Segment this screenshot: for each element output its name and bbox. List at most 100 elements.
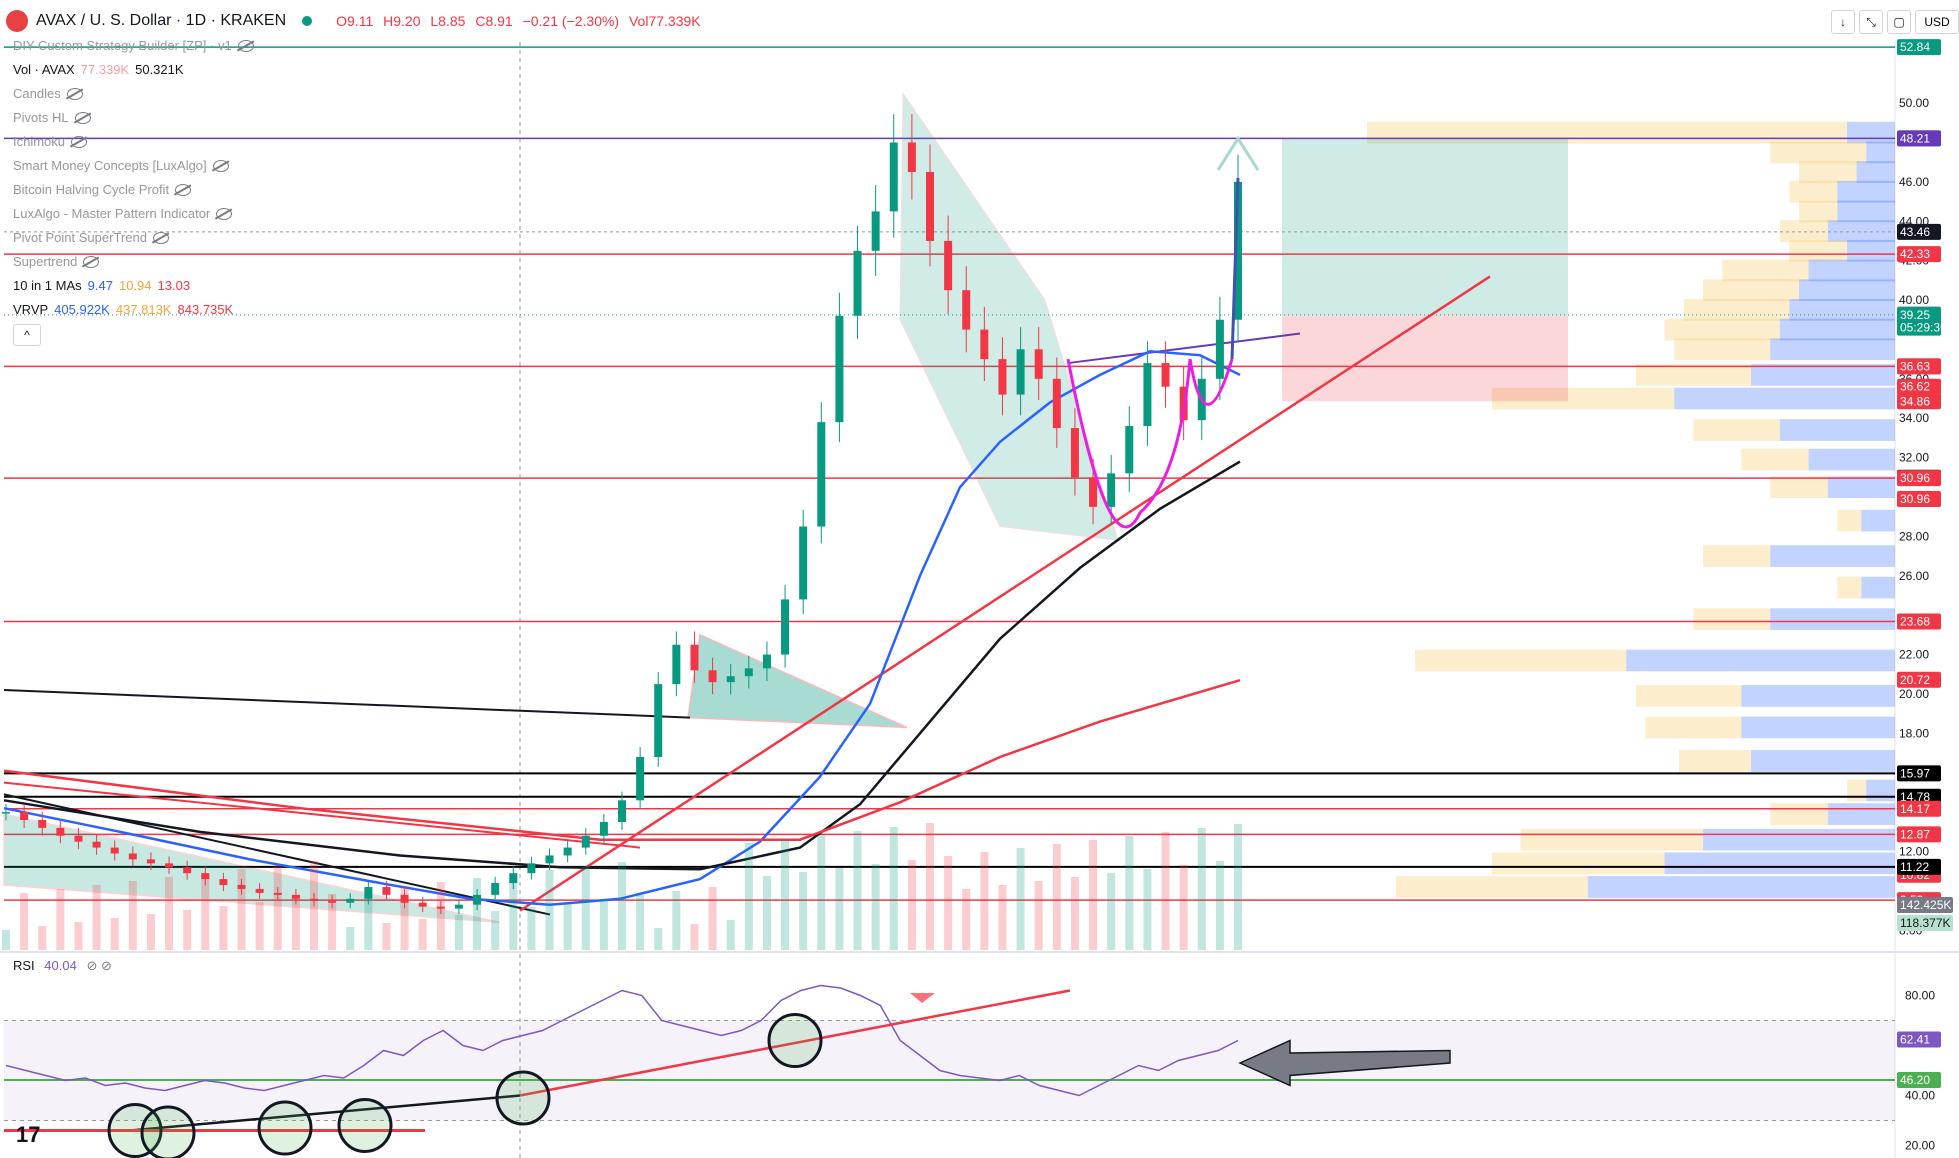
hidden-eye-icon[interactable]	[216, 207, 233, 220]
volume-bar	[545, 870, 554, 950]
candle-body	[690, 644, 699, 671]
indicator-item[interactable]: Ichimoku	[13, 134, 88, 149]
collapse-legend-button[interactable]: ^	[13, 324, 41, 346]
level-badge	[1897, 130, 1941, 147]
volume-profile-bar	[1683, 299, 1790, 321]
target-arrowhead	[1216, 135, 1260, 171]
volume-profile-bar	[1635, 364, 1751, 386]
volume-badge	[1897, 897, 1953, 913]
volume-bar	[636, 895, 645, 950]
price-tick-label: 26.00	[1899, 569, 1929, 583]
symbol-title[interactable]: AVAX / U. S. Dollar · 1D · KRAKEN	[36, 12, 287, 29]
volume-profile-bar	[1827, 220, 1895, 242]
rsi-highlight-circle	[140, 1105, 196, 1158]
volume-profile-bar	[1779, 220, 1828, 242]
price-badge	[1897, 490, 1941, 507]
volume-profile-bar	[1770, 608, 1895, 630]
volume-profile-bar	[1770, 338, 1895, 361]
candle-body	[545, 855, 554, 864]
volume-profile-bar	[1741, 448, 1809, 471]
volume-bar	[1234, 824, 1242, 950]
candle-body	[1089, 477, 1098, 507]
currency-select[interactable]: USD	[1915, 10, 1959, 34]
indicator-item[interactable]: VRVP 405.922K 437.813K 843.735K	[13, 302, 233, 317]
ohlc-readout: O9.11 H9.20 L8.85 C8.91 −0.21 (−2.30%) V…	[336, 13, 706, 29]
candle-body	[853, 250, 862, 316]
volume-profile-bar	[1789, 239, 1847, 262]
volume-bar	[237, 869, 246, 950]
indicator-item[interactable]: Candles	[13, 86, 83, 101]
hidden-eye-icon[interactable]	[237, 39, 254, 52]
volume-bar	[563, 903, 572, 950]
maximize-icon[interactable]: ▢	[1887, 10, 1911, 34]
candle-body	[74, 835, 83, 842]
chart-header: AVAX / U. S. Dollar · 1D · KRAKEN O9.11 …	[0, 0, 1959, 42]
volume-profile-bar	[1693, 608, 1771, 630]
level-badge	[1897, 788, 1941, 805]
indicator-value: 10.94	[118, 278, 152, 293]
candle-body	[1161, 363, 1170, 387]
volume-ma-badge-label: 118.377K	[1900, 916, 1951, 930]
volume-bar	[654, 928, 663, 950]
price-badge-label: 20.72	[1900, 673, 1930, 687]
volume-bar	[128, 881, 137, 950]
level-badge	[1897, 246, 1941, 263]
volume-profile-bar	[1674, 338, 1771, 361]
volume-profile-bar	[1779, 318, 1895, 341]
indicator-item[interactable]: Supertrend	[13, 254, 100, 269]
hidden-eye-icon[interactable]	[66, 87, 83, 100]
hidden-eye-icon[interactable]	[83, 255, 100, 268]
volume-profile-bar	[1861, 509, 1895, 532]
hidden-eye-icon[interactable]	[212, 159, 229, 172]
rsi-band	[4, 1020, 1895, 1121]
volume-bar	[382, 923, 391, 950]
candle-body	[907, 142, 916, 173]
hidden-eye-icon[interactable]	[175, 183, 192, 196]
indicator-item[interactable]: Bitcoin Halving Cycle Profit	[13, 182, 192, 197]
indicator-value: 77.339K	[80, 62, 130, 77]
rsi-trend-line	[129, 1094, 521, 1132]
volume-bar	[1107, 873, 1116, 950]
candle-body	[509, 873, 518, 884]
level-badge-label: 14.78	[1900, 790, 1930, 804]
arrow-down-icon[interactable]: ↓	[1831, 10, 1855, 34]
candle-body	[382, 886, 391, 895]
price-badge-label: 43.46	[1900, 225, 1930, 239]
price-badge-label: 30.96	[1900, 492, 1930, 506]
candle-body	[201, 873, 210, 880]
indicator-item[interactable]: LuxAlgo - Master Pattern Indicator	[13, 206, 233, 221]
volume-profile-bar	[1674, 387, 1895, 410]
indicator-value: 405.922K	[54, 302, 110, 317]
hidden-eye-icon[interactable]	[152, 231, 169, 244]
level-badge-label: 30.96	[1900, 471, 1930, 485]
trend-line	[3, 781, 641, 849]
indicator-item[interactable]: Vol · AVAX 77.339K 50.321K	[13, 62, 184, 77]
candle-body	[744, 668, 753, 677]
price-tick-label: 34.00	[1899, 411, 1929, 425]
hidden-eye-icon[interactable]	[71, 135, 88, 148]
level-badge	[1897, 39, 1941, 56]
wedge-pattern	[899, 91, 1119, 541]
volume-profile-bar	[1799, 161, 1857, 183]
indicator-item[interactable]: Smart Money Concepts [LuxAlgo]	[13, 158, 229, 173]
candle-body	[835, 315, 844, 423]
indicator-item[interactable]: Pivot Point SuperTrend	[13, 230, 169, 245]
rsi-settings-icon[interactable]: ⊘ ⊘	[86, 958, 112, 973]
volume-profile-bar	[1645, 716, 1742, 739]
indicator-item[interactable]: 10 in 1 MAs 9.47 10.94 13.03	[13, 278, 190, 293]
expand-icon[interactable]: ⤡	[1859, 10, 1883, 34]
volume-profile-bar	[1751, 750, 1895, 772]
support-trend-line	[519, 275, 1491, 912]
volume-profile-bar	[1491, 852, 1665, 875]
indicator-label: Candles	[13, 86, 61, 101]
indicator-item[interactable]: Pivots HL	[13, 110, 91, 125]
rsi-line	[5, 984, 1239, 1097]
level-badge-label: 42.33	[1900, 247, 1930, 261]
indicator-label: Ichimoku	[13, 134, 66, 149]
hidden-eye-icon[interactable]	[74, 111, 91, 124]
indicator-label: Pivots HL	[13, 110, 69, 125]
candle-body	[183, 867, 192, 874]
indicator-item[interactable]: DIY Custom Strategy Builder [ZP] · v1	[13, 38, 254, 53]
candle-body	[1016, 349, 1025, 395]
